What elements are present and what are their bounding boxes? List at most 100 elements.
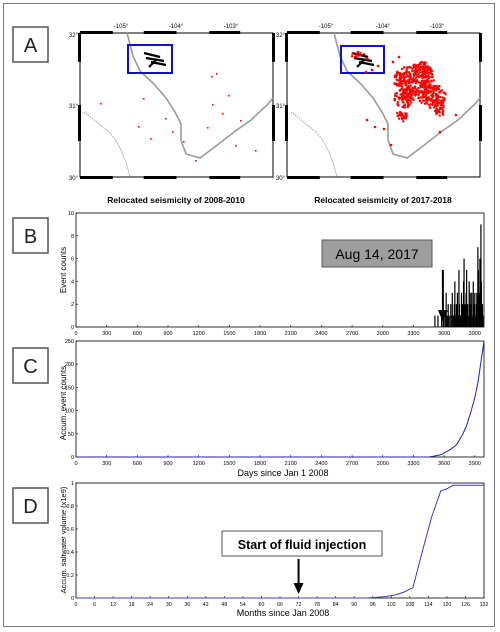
map-right-cluster-event <box>418 71 422 74</box>
map-right-cluster-event <box>435 107 438 110</box>
map-left-event <box>240 120 242 122</box>
map-right-cluster-event <box>408 65 411 69</box>
y-tick-label: 0.4 <box>66 550 74 556</box>
map-right-cluster-event <box>438 95 442 99</box>
y-tick-label: 250 <box>65 339 74 345</box>
x-tick-label: 600 <box>133 331 142 337</box>
panel-label-c: C <box>23 356 37 378</box>
panel-label-box-d <box>12 487 49 524</box>
map-right-cluster-event <box>417 91 421 95</box>
map-left-event <box>165 118 167 120</box>
map-right-cluster-event <box>413 85 417 88</box>
map-right-cluster-event <box>423 72 427 76</box>
map-right-event <box>391 60 395 64</box>
map-right-cluster-event <box>409 72 412 76</box>
map-right-cluster-event <box>421 67 424 71</box>
map-right-event <box>365 118 369 122</box>
x-tick-label: 2700 <box>346 461 358 467</box>
chart-b-bar <box>470 304 472 327</box>
x-tick-label: 2700 <box>346 331 358 337</box>
map-left-event <box>255 150 257 152</box>
chart-b-bar <box>479 258 481 327</box>
map-right-cluster-event <box>420 60 424 64</box>
x-tick-label: 3900 <box>469 331 481 337</box>
map-right-cluster-event <box>401 82 404 85</box>
map-right-cluster-event <box>426 91 430 95</box>
y-tick-label: 0.6 <box>66 527 74 533</box>
map-right-cluster-event <box>424 94 428 97</box>
chart-b-bar <box>461 304 464 327</box>
map-right-cluster-event <box>410 80 413 84</box>
map-right-cluster-event <box>427 81 430 84</box>
x-tick-label: 0 <box>75 602 78 608</box>
map-right-cluster-event <box>396 103 400 106</box>
map-left-event <box>216 73 218 75</box>
map-right-cluster-event <box>437 95 440 99</box>
chart-b-bar <box>448 315 450 327</box>
map-right-cluster-event <box>400 95 403 98</box>
map-right-cluster-event <box>395 78 398 81</box>
map-right-cluster-event <box>436 86 439 90</box>
chart-b-bar <box>458 304 461 327</box>
map-right-cluster-event <box>405 73 409 76</box>
map-right-cluster-event <box>428 68 432 71</box>
map-right-cluster-event <box>428 66 431 69</box>
chart-b-bar <box>454 281 456 327</box>
map-right-cluster-event <box>405 99 409 102</box>
map-right-cluster-event <box>430 80 433 83</box>
figure-frame <box>3 3 495 627</box>
map-right-box-event <box>359 52 362 55</box>
map-right-cluster-event <box>411 69 414 73</box>
map-right-box-event <box>351 52 354 55</box>
map-right-cluster-event <box>418 61 422 65</box>
x-tick-label: 3600 <box>438 461 450 467</box>
map-right-event <box>454 113 458 117</box>
map-right-cluster-event <box>414 90 418 94</box>
x-tick-label: 1200 <box>193 331 205 337</box>
map-right-cluster-event <box>419 74 422 78</box>
panel-a: A -105° -104° -103° 32° 31° 30° <box>12 24 482 205</box>
chart-b-bar <box>445 292 447 327</box>
map-frame-top-segment <box>416 31 448 34</box>
x-tick-label: 120 <box>443 602 452 608</box>
map-right-cluster-event <box>436 111 439 114</box>
map-right-cluster-event <box>398 82 402 86</box>
chart-b-bar <box>456 292 459 327</box>
map-right-cluster-event <box>395 92 399 95</box>
x-tick-label: 600 <box>133 461 142 467</box>
map-right-cluster-event <box>427 74 430 78</box>
y-tick-label: 150 <box>65 385 74 391</box>
x-tick-label: 3900 <box>469 461 481 467</box>
map-right-cluster-event <box>401 105 404 109</box>
map-right-cluster-event <box>422 85 425 89</box>
map-right-cluster-event <box>432 106 436 109</box>
map-right-lat-tick-1: 32° <box>276 33 286 39</box>
chart-b-bar <box>458 270 460 327</box>
map-right-cluster-event <box>413 78 417 81</box>
map-left-event <box>195 160 197 162</box>
map-left-event <box>150 138 152 140</box>
map-right-cluster-event <box>402 93 405 96</box>
chart-b-bar <box>474 292 476 327</box>
map-right-cluster-event <box>416 73 420 77</box>
map-right-cluster-event <box>406 79 410 82</box>
map-right-cluster-event <box>433 101 436 104</box>
map-left-event <box>212 104 214 106</box>
map-right-cluster-event <box>441 99 444 102</box>
chart-c: 0 300 600 900 1200 1500 1800 2100 2400 2700 3000 33… <box>65 339 485 467</box>
x-tick-label: 1200 <box>193 461 205 467</box>
map-right-cluster-event <box>420 90 424 93</box>
map-right-cluster-event <box>399 114 403 118</box>
panel-label-d: D <box>23 496 37 518</box>
chart-c-series-line <box>76 340 485 458</box>
map-right-cluster-event <box>433 104 437 107</box>
map-right-cluster-event <box>393 76 397 79</box>
map-right-cluster-event <box>442 106 445 109</box>
map-left-lat-tick-3: 30° <box>69 176 79 182</box>
x-tick-label: 108 <box>405 602 414 608</box>
chart-b-bar <box>434 315 436 327</box>
map-right-box-event <box>357 54 360 57</box>
map-right-event-cluster <box>393 60 447 123</box>
map-right-cluster-event <box>421 71 425 74</box>
